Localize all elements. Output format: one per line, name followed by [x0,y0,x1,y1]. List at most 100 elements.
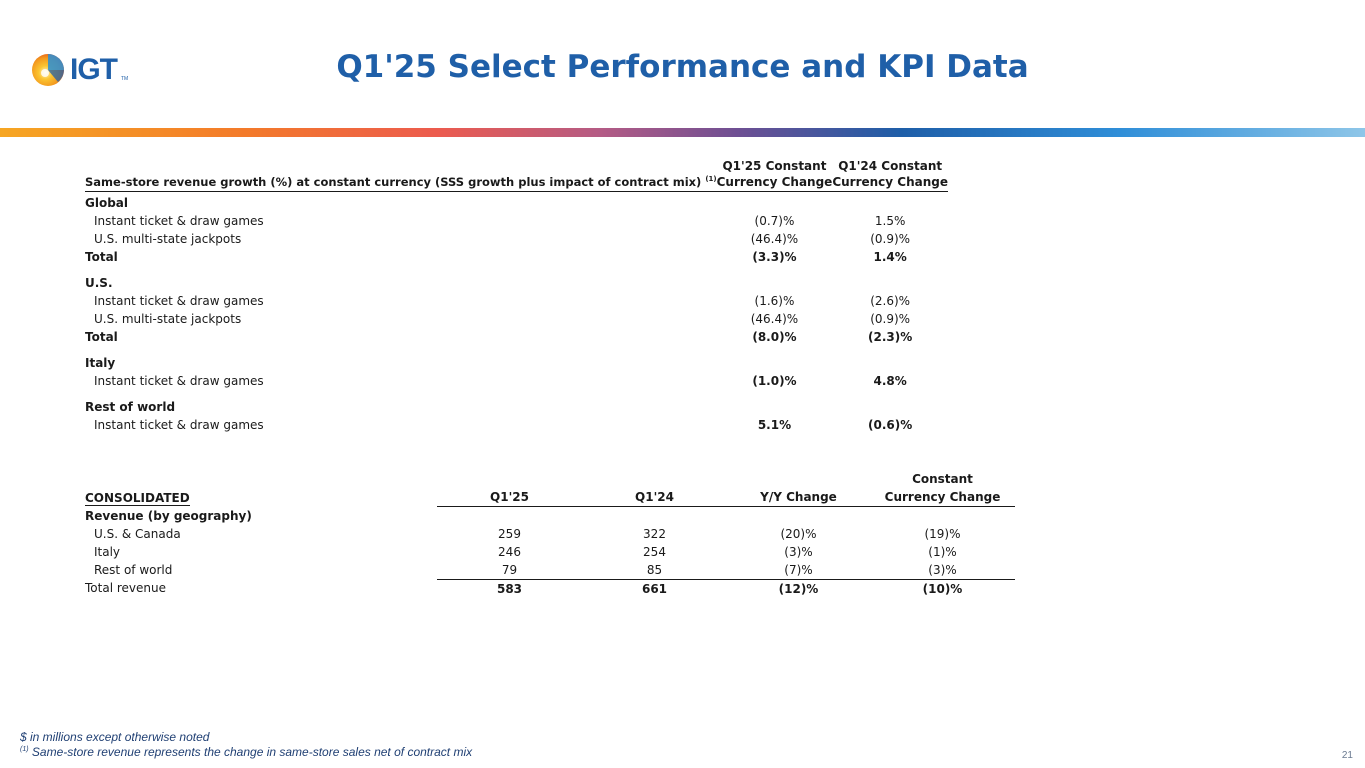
sss-row-total: Total (3.3)% 1.4% [85,248,948,266]
cell-q124: 1.5% [874,214,906,228]
cell-q124 [832,346,948,372]
row-label: Instant ticket & draw games [94,214,264,228]
cell-q124: 1.4% [873,250,907,264]
row-label: U.S. & Canada [94,526,181,541]
cell-q124: (2.3)% [868,330,913,344]
row-label: Total revenue [85,581,166,596]
table-row: Italy 246 254 (3)% (1)% [85,543,1015,561]
footnote-units: $ in millions except otherwise noted [20,730,210,744]
cell-q125: (46.4)% [750,312,799,326]
sss-row: Global [85,192,948,213]
cell-q125 [717,390,833,416]
row-label: Total [85,330,118,344]
row-label: Global [85,196,129,210]
cell-q124 [832,266,948,292]
cell-q124: 254 [643,544,666,559]
row-label: Rest of world [85,400,176,414]
cell-cc: (19)% [924,526,961,541]
cell-q125: (3.3)% [752,250,797,264]
cell-q125: 259 [498,526,521,541]
row-label: Italy [85,356,116,370]
sss-header-row: Same-store revenue growth (%) at constan… [85,158,949,192]
cell-q124: 322 [643,526,666,541]
consolidated-table: Constant CONSOLIDATED Q1'25 Q1'24 Y/Y Ch… [85,470,1015,598]
cell-q125: (8.0)% [752,330,797,344]
table-row: Rest of world 79 85 (7)% (3)% [85,560,1015,580]
section-label: Revenue (by geography) [85,508,252,523]
footnotes: $ in millions except otherwise noted (1)… [20,730,472,760]
sss-row: U.S. multi-state jackpots (46.4)% (0.9)% [85,310,948,328]
sss-row: Instant ticket & draw games 5.1% (0.6)% [85,416,948,434]
sss-table: Same-store revenue growth (%) at constan… [85,158,949,434]
col-yy-change: Y/Y Change [727,488,870,507]
sss-row: Instant ticket & draw games (0.7)% 1.5% [85,212,948,230]
revenue-section-row: Revenue (by geography) [85,507,1015,525]
sss-row: Italy [85,346,948,372]
cell-yy: (12)% [778,581,819,596]
cell-q125: 583 [496,581,523,596]
cell-q124 [832,192,948,213]
row-label: Instant ticket & draw games [94,374,264,388]
logo-text: IGT [70,53,118,86]
cell-q124 [832,390,948,416]
row-label: U.S. multi-state jackpots [94,312,242,326]
col-cc-line2: Currency Change [870,488,1015,507]
cell-q125: 5.1% [757,418,792,432]
cell-q125 [717,346,833,372]
sss-col-q124: Q1'24 Constant Currency Change [832,158,949,192]
cell-q124: (0.6)% [868,418,913,432]
col-q125: Q1'25 [437,488,582,507]
col-q124: Q1'24 [582,488,727,507]
cell-cc: (1)% [928,544,957,559]
row-label: Instant ticket & draw games [94,294,264,308]
footnote-1: (1) Same-store revenue represents the ch… [20,745,473,759]
cell-cc: (10)% [922,581,963,596]
cell-q125 [717,192,833,213]
sss-header-label: Same-store revenue growth (%) at constan… [85,158,717,192]
cell-yy: (20)% [780,526,817,541]
cell-q125: (1.0)% [752,374,797,388]
cell-q124: (0.9)% [870,232,911,246]
footnote-marker: (1) [20,746,29,753]
consolidated-header-row: CONSOLIDATED Q1'25 Q1'24 Y/Y Change Curr… [85,488,1015,507]
table-row: U.S. & Canada 259 322 (20)% (19)% [85,525,1015,543]
cell-cc: (3)% [870,560,1015,580]
cell-q124: 4.8% [873,374,907,388]
cell-q124: 85 [582,560,727,580]
brand-stripe [0,128,1365,137]
col-cc-line1: Constant [912,472,973,486]
row-label: U.S. multi-state jackpots [94,232,242,246]
consolidated-label: CONSOLIDATED [85,490,190,506]
row-label: Italy [94,544,121,559]
sunburst-icon [32,54,64,86]
total-row: Total revenue 583 661 (12)% (10)% [85,579,1015,598]
cell-yy: (7)% [727,560,870,580]
igt-logo: IGT TM [30,52,130,88]
sss-row: Instant ticket & draw games (1.6)% (2.6)… [85,292,948,310]
cell-q125: (46.4)% [750,232,799,246]
cell-q125: 79 [437,560,582,580]
row-label: Instant ticket & draw games [94,418,264,432]
cell-yy: (3)% [784,544,813,559]
page-title: Q1'25 Select Performance and KPI Data [336,49,1029,85]
sss-col-q125: Q1'25 Constant Currency Change [716,158,833,192]
cell-q125: (0.7)% [754,214,795,228]
sss-row: U.S. multi-state jackpots (46.4)% (0.9)% [85,230,948,248]
row-label: U.S. [85,276,113,290]
cell-q124: (2.6)% [870,294,911,308]
cell-q124: 661 [641,581,668,596]
sss-row: Rest of world [85,390,948,416]
consolidated-header-top: Constant [85,470,1015,488]
sss-row: U.S. [85,266,948,292]
row-label: Rest of world [94,562,173,577]
row-label: Total [85,250,118,264]
page-number: 21 [1341,750,1353,761]
cell-q124: (0.9)% [870,312,911,326]
sss-row-total: Total (8.0)% (2.3)% [85,328,948,346]
cell-q125 [717,266,833,292]
cell-q125: (1.6)% [754,294,795,308]
sss-row: Instant ticket & draw games (1.0)% 4.8% [85,372,948,390]
footnote-marker: (1) [705,175,717,184]
cell-q125: 246 [498,544,521,559]
logo-trademark: TM [121,76,129,82]
